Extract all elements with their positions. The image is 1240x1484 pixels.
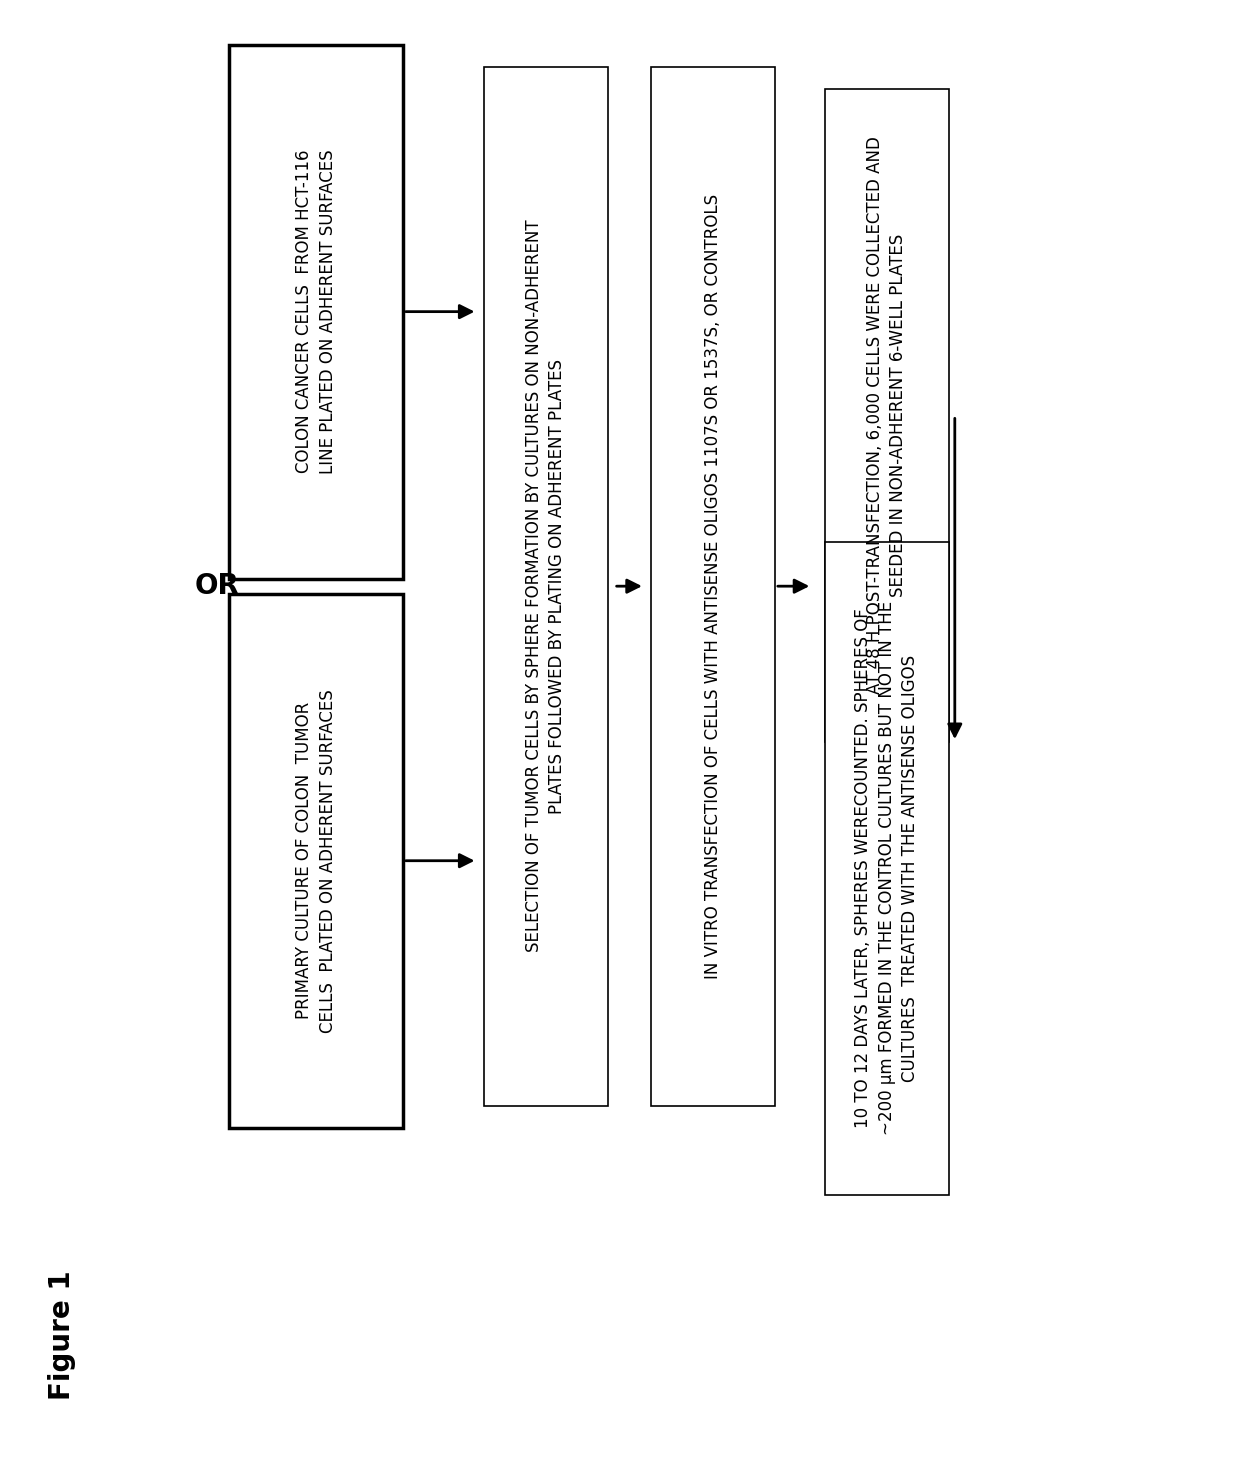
Bar (484, 67, 608, 1106)
Bar (229, 45, 403, 579)
Bar (651, 67, 775, 1106)
Bar (825, 89, 949, 742)
Text: AT 48 H POST-TRANSFECTION, 6,000 CELLS WERE COLLECTED AND
SEEDED IN NON-ADHERENT: AT 48 H POST-TRANSFECTION, 6,000 CELLS W… (866, 137, 908, 695)
Text: OR: OR (195, 573, 239, 600)
Bar (825, 542, 949, 1195)
Text: COLON CANCER CELLS  FROM HCT-116
LINE PLATED ON ADHERENT SURFACES: COLON CANCER CELLS FROM HCT-116 LINE PLA… (295, 150, 337, 473)
Text: IN VITRO TRANSFECTION OF CELLS WITH ANTISENSE OLIGOS 1107S OR 1537S, OR CONTROLS: IN VITRO TRANSFECTION OF CELLS WITH ANTI… (704, 193, 722, 979)
Bar (229, 594, 403, 1128)
Text: PRIMARY CULTURE OF COLON  TUMOR
CELLS  PLATED ON ADHERENT SURFACES: PRIMARY CULTURE OF COLON TUMOR CELLS PLA… (295, 689, 337, 1033)
Text: SELECTION OF TUMOR CELLS BY SPHERE FORMATION BY CULTURES ON NON-ADHERENT
PLATES : SELECTION OF TUMOR CELLS BY SPHERE FORMA… (525, 220, 567, 953)
Text: 10 TO 12 DAYS LATER, SPHERES WERECOUNTED. SPHERES OF
~200 μm FORMED IN THE CONTR: 10 TO 12 DAYS LATER, SPHERES WERECOUNTED… (854, 601, 919, 1135)
Text: Figure 1: Figure 1 (48, 1270, 76, 1401)
